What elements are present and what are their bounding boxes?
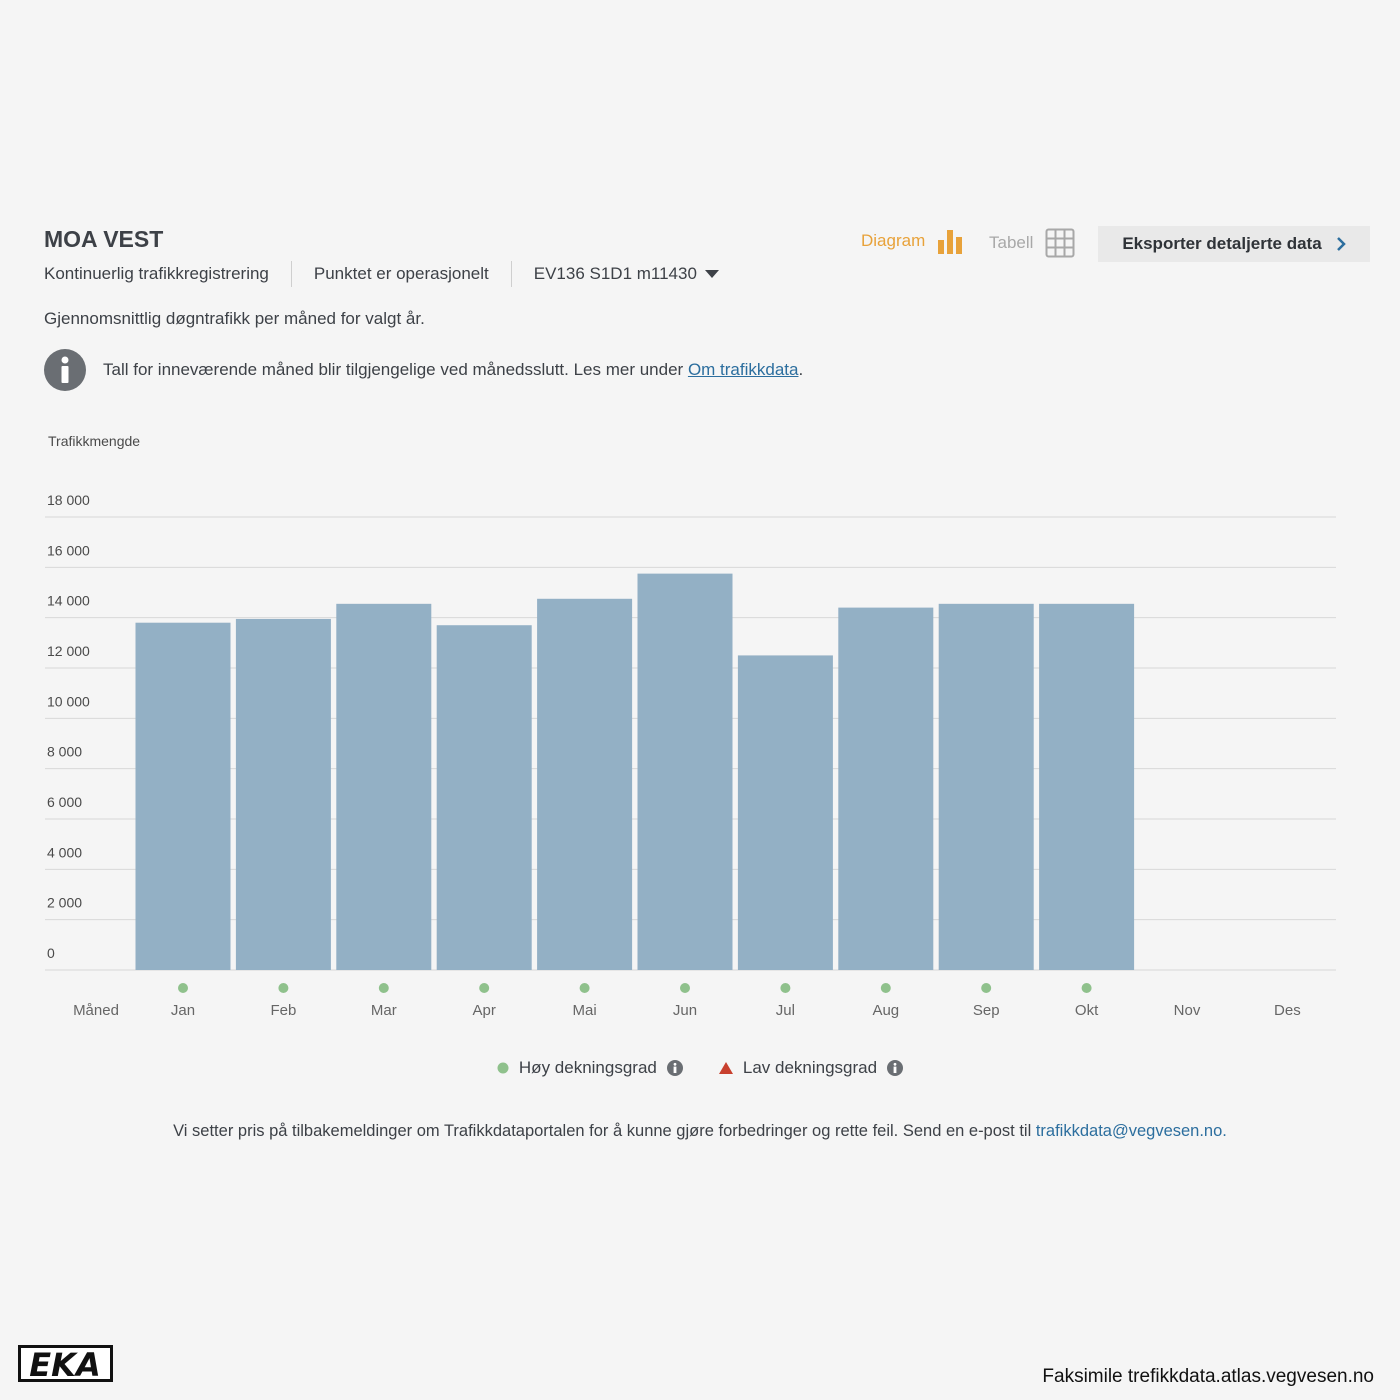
x-tick-label: Feb (270, 1002, 296, 1019)
page-title: MOA VEST (44, 226, 164, 252)
bar-chart-icon (937, 228, 963, 254)
export-data-button[interactable]: Eksporter detaljerte data (1098, 226, 1370, 262)
legend-high-coverage: Høy dekningsgrad (497, 1058, 683, 1078)
registration-type: Kontinuerlig trafikkregistrering (44, 264, 269, 283)
y-tick-label: 10 000 (47, 693, 90, 709)
coverage-high-marker (378, 983, 389, 993)
bar-jun[interactable] (637, 573, 733, 970)
view-table-toggle[interactable]: Tabell (989, 228, 1075, 258)
bar-jan[interactable] (135, 622, 231, 970)
chevron-right-icon (1336, 236, 1346, 252)
info-icon[interactable] (666, 1060, 683, 1076)
caret-down-icon (704, 270, 719, 278)
x-tick-label: Des (1274, 1002, 1301, 1019)
bar-mar[interactable] (336, 603, 432, 970)
x-tick-label: Jan (171, 1002, 195, 1019)
x-tick-label: Aug (872, 1002, 899, 1019)
view-table-label: Tabell (989, 233, 1034, 252)
bar-mai[interactable] (537, 598, 633, 970)
bar-sep[interactable] (938, 603, 1034, 970)
y-tick-label: 2 000 (47, 895, 82, 911)
feedback-note: Vi setter pris på tilbakemeldinger om Tr… (0, 1122, 1400, 1141)
coverage-high-marker (479, 983, 490, 993)
view-diagram-toggle[interactable]: Diagram (861, 228, 963, 254)
coverage-high-marker (680, 983, 690, 993)
x-tick-label: Nov (1174, 1002, 1201, 1019)
y-tick-label: 8 000 (47, 744, 82, 760)
y-tick-label: 4 000 (47, 844, 82, 860)
divider (290, 261, 292, 287)
y-tick-label: 6 000 (47, 794, 82, 810)
coverage-high-marker (981, 983, 992, 993)
x-tick-label: Okt (1075, 1002, 1099, 1019)
y-tick-label: 16 000 (47, 542, 90, 558)
coverage-high-marker (880, 983, 891, 993)
legend-high-label: Høy dekningsgrad (518, 1058, 657, 1077)
green-dot-icon (497, 1062, 509, 1074)
x-tick-label: Mar (371, 1002, 397, 1019)
about-traffic-data-link[interactable]: Om trafikkdata (687, 360, 799, 379)
x-tick-label: Jul (776, 1002, 795, 1019)
y-axis-label: Trafikkmengde (48, 433, 140, 449)
x-tick-label: Mai (573, 1002, 597, 1019)
x-tick-label: Sep (973, 1002, 1000, 1019)
feedback-text: Vi setter pris på tilbakemeldinger om Tr… (173, 1122, 1036, 1140)
y-tick-label: 12 000 (47, 643, 90, 659)
bar-aug[interactable] (838, 607, 934, 970)
coverage-high-marker (178, 983, 188, 993)
x-tick-label: Apr (473, 1002, 496, 1019)
feedback-email-link[interactable]: trafikkdata@vegvesen.no (1035, 1122, 1223, 1140)
chart-legend: Høy dekningsgrad Lav dekningsgrad (0, 1058, 1400, 1078)
feedback-suffix: . (1222, 1122, 1227, 1140)
notice-suffix: . (798, 360, 804, 379)
legend-low-coverage: Lav dekningsgrad (718, 1058, 904, 1078)
y-tick-label: 14 000 (47, 593, 90, 609)
source-credit: Faksimile trefikkdata.atlas.vegvesen.no (1042, 1366, 1374, 1387)
info-icon[interactable] (887, 1060, 904, 1076)
bar-okt[interactable] (1039, 603, 1135, 970)
coverage-high-marker (278, 983, 289, 993)
station-meta: Kontinuerlig trafikkregistrering Punktet… (44, 261, 719, 287)
bar-jul[interactable] (737, 655, 833, 970)
info-icon (44, 349, 86, 391)
bar-feb[interactable] (235, 618, 331, 970)
view-diagram-label: Diagram (861, 231, 926, 250)
x-axis-label: Måned (73, 1002, 119, 1019)
station-select[interactable]: EV136 S1D1 m11430 (534, 264, 719, 284)
chart-description: Gjennomsnittlig døgntrafikk per måned fo… (44, 309, 425, 328)
red-triangle-icon (718, 1062, 733, 1074)
station-select-value: EV136 S1D1 m11430 (533, 264, 697, 283)
coverage-high-marker (780, 983, 791, 993)
info-notice: Tall for inneværende måned blir tilgjeng… (44, 349, 803, 391)
y-tick-label: 0 (47, 945, 55, 961)
eka-logo: EKA (18, 1345, 114, 1388)
coverage-high-marker (1081, 983, 1092, 993)
export-data-label: Eksporter detaljerte data (1122, 234, 1322, 253)
operational-status: Punktet er operasjonelt (313, 264, 489, 283)
bar-apr[interactable] (436, 625, 532, 970)
divider (510, 261, 512, 287)
legend-low-label: Lav dekningsgrad (742, 1058, 878, 1077)
logo-text: EKA (29, 1346, 100, 1383)
grid-table-icon (1045, 228, 1075, 258)
traffic-bar-chart: Trafikkmengde 0 2 000 4 000 6 000 8 000 10 00… (45, 433, 1336, 1019)
y-tick-label: 18 000 (47, 492, 90, 508)
coverage-high-marker (579, 983, 590, 993)
x-tick-label: Jun (673, 1002, 697, 1019)
notice-text: Tall for inneværende måned blir tilgjeng… (103, 360, 688, 379)
